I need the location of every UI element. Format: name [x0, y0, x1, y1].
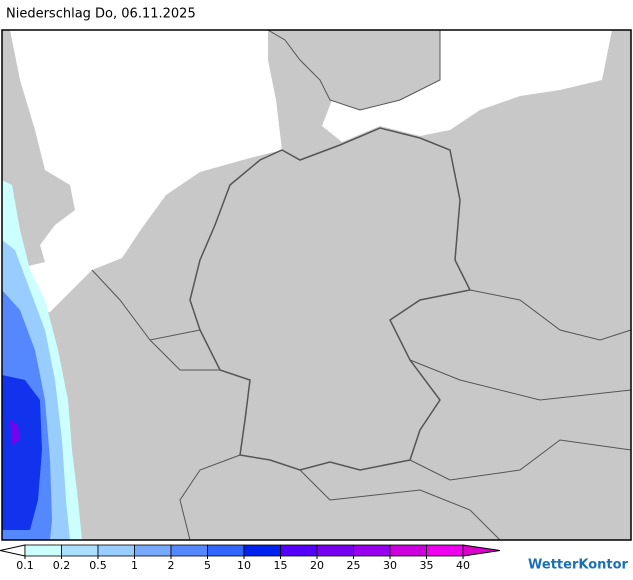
legend-label: 10: [237, 559, 251, 572]
baltic-sea: [322, 30, 612, 142]
legend-label: 5: [204, 559, 211, 572]
legend-cell: [97, 544, 135, 557]
legend-label: 1: [131, 559, 138, 572]
legend-cell: [243, 544, 281, 557]
legend-cell: [170, 544, 208, 557]
legend-label: 15: [274, 559, 288, 572]
legend-cell: [61, 544, 99, 557]
legend-arrow-low: [0, 544, 26, 557]
legend-label: 0.5: [89, 559, 107, 572]
legend-cell: [24, 544, 62, 557]
legend-cell: [389, 544, 427, 557]
legend-cell: [426, 544, 464, 557]
legend-cell: [134, 544, 172, 557]
precip-strong: [2, 375, 42, 530]
country-borders: [91, 269, 632, 541]
north-sea: [2, 30, 282, 318]
legend-label: 25: [347, 559, 361, 572]
legend-cell: [207, 544, 245, 557]
legend-label: 40: [456, 559, 470, 572]
legend-cell: [280, 544, 318, 557]
brand-logo: WetterKontor: [528, 558, 629, 573]
legend-label: 0.2: [53, 559, 71, 572]
legend-label: 2: [168, 559, 175, 572]
germany-border: [189, 127, 472, 471]
legend-label: 30: [383, 559, 397, 572]
map: [1, 29, 632, 541]
map-frame: [1, 29, 632, 541]
legend-label: 20: [310, 559, 324, 572]
precip-peak: [10, 420, 20, 445]
map-title: Niederschlag Do, 06.11.2025: [6, 7, 196, 22]
denmark: [266, 29, 441, 111]
legend: 0.1 0.2 0.5 1 2 5 10 15 20 25 30 35 40: [0, 544, 501, 572]
legend-label: 35: [420, 559, 434, 572]
legend-cell: [353, 544, 391, 557]
legend-cell: [316, 544, 354, 557]
legend-label: 0.1: [16, 559, 34, 572]
legend-arrow-high: [462, 544, 501, 557]
